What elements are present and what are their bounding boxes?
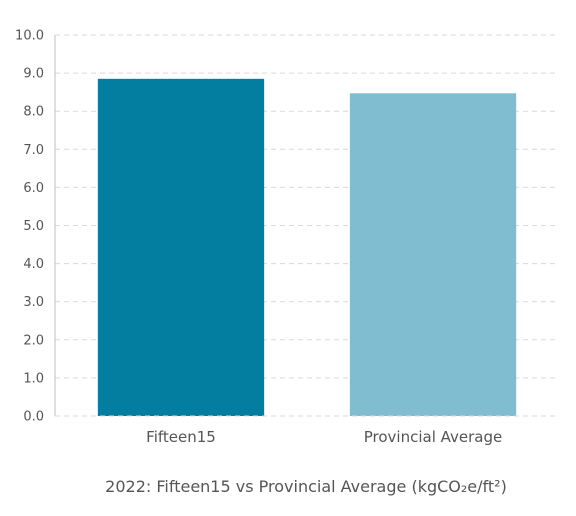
y-tick-label: 1.0 bbox=[23, 371, 44, 386]
y-tick-label: 0.0 bbox=[23, 410, 44, 425]
y-tick-label: 6.0 bbox=[23, 181, 44, 196]
y-tick-label: 10.0 bbox=[15, 29, 44, 44]
chart-title: 2022: Fifteen15 vs Provincial Average (k… bbox=[105, 477, 507, 496]
bar-provincial-average bbox=[349, 93, 517, 416]
y-tick-label: 2.0 bbox=[23, 333, 44, 348]
y-tick-label: 9.0 bbox=[23, 67, 44, 82]
bars bbox=[97, 78, 517, 416]
y-tick-label: 5.0 bbox=[23, 219, 44, 234]
x-category-label: Provincial Average bbox=[364, 428, 503, 446]
labels: 0.0 1.0 2.0 3.0 4.0 5.0 6.0 7.0 8.0 9.0 10.0 Fiftee… bbox=[15, 29, 502, 447]
y-tick-label: 4.0 bbox=[23, 257, 44, 272]
y-tick-label: 7.0 bbox=[23, 143, 44, 158]
y-tick-label: 8.0 bbox=[23, 105, 44, 120]
y-tick-label: 3.0 bbox=[23, 295, 44, 310]
bar-fifteen15 bbox=[97, 78, 265, 416]
x-category-label: Fifteen15 bbox=[146, 428, 216, 446]
axes bbox=[54, 35, 559, 417]
